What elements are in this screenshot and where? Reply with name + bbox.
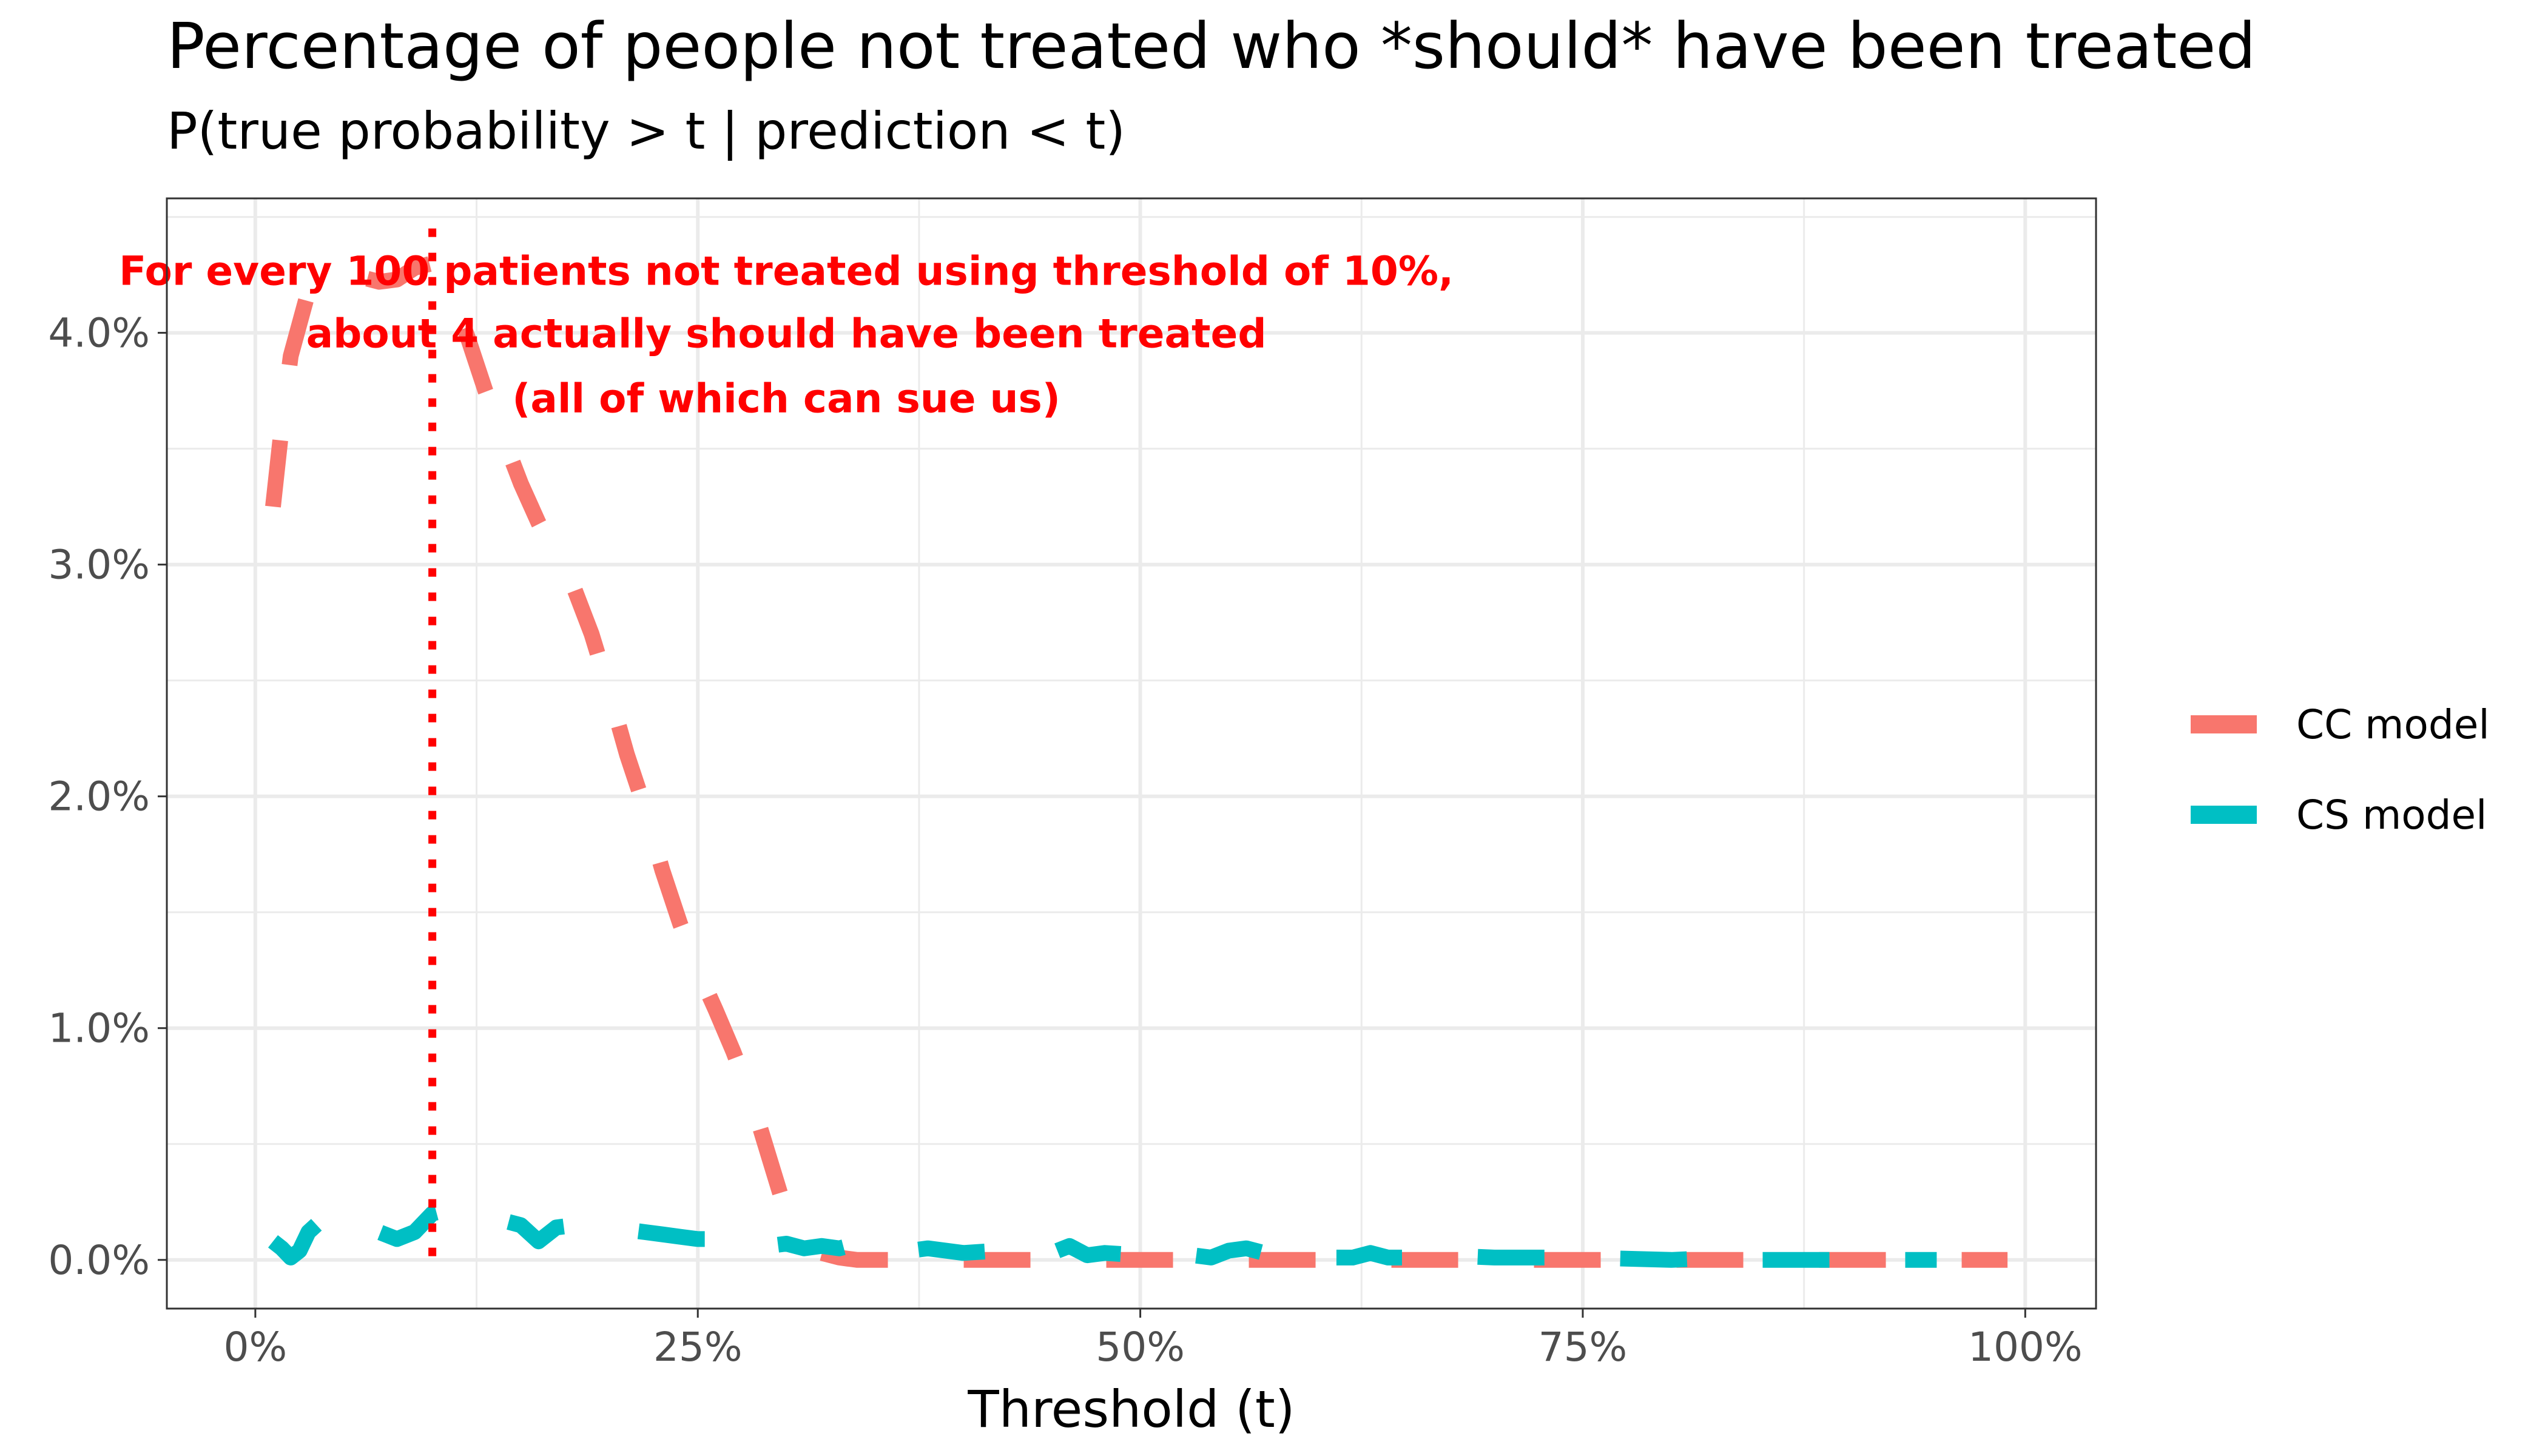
legend-label: CC model — [2296, 701, 2490, 748]
annotation-layer: For every 100 patients not treated using… — [119, 248, 1454, 422]
y-tick-label: 4.0% — [48, 310, 150, 357]
x-tick-label: 0% — [224, 1324, 288, 1370]
y-tick-label: 1.0% — [48, 1005, 150, 1052]
x-tick-label: 75% — [1539, 1324, 1628, 1370]
grid-major — [167, 198, 2096, 1309]
grid-minor — [167, 198, 2096, 1309]
plot-panel-border — [166, 197, 2097, 1310]
plot-panel — [167, 198, 2096, 1309]
x-axis: 0% 25% 50% 75% 100% — [224, 1309, 2083, 1370]
chart-title: Percentage of people not treated who *sh… — [167, 9, 2256, 83]
series-line-cc-model — [265, 255, 2008, 1268]
y-tick-label: 3.0% — [48, 542, 150, 588]
legend-label: CS model — [2296, 792, 2487, 838]
legend: CC model CS model — [2191, 701, 2490, 838]
annotation-text-line: about 4 actually should have been treate… — [306, 311, 1267, 357]
y-tick-label: 0.0% — [48, 1237, 150, 1284]
x-axis-title: Threshold (t) — [967, 1380, 1295, 1439]
annotation-text-line: (all of which can sue us) — [512, 376, 1060, 422]
series-layer — [265, 255, 2008, 1268]
x-tick-label: 25% — [653, 1324, 743, 1370]
x-tick-label: 50% — [1096, 1324, 1185, 1370]
x-tick-label: 100% — [1968, 1324, 2083, 1370]
y-axis: 0.0% 1.0% 2.0% 3.0% 4.0% — [48, 310, 167, 1284]
annotation-text-line: For every 100 patients not treated using… — [119, 248, 1454, 294]
chart-subtitle: P(true probability > t | prediction < t) — [167, 101, 1125, 161]
series-line-cs-model — [268, 1201, 1937, 1268]
y-tick-label: 2.0% — [48, 774, 150, 820]
